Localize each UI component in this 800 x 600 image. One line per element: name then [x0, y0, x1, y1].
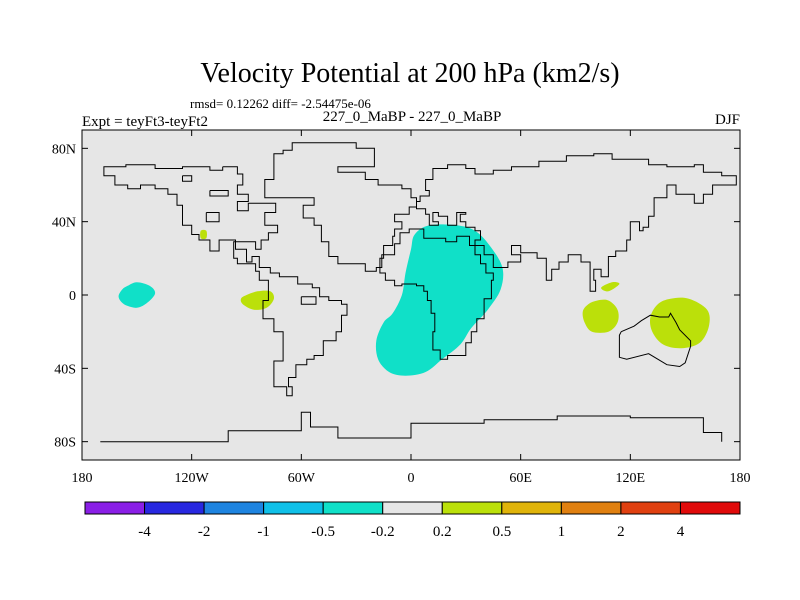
y-tick-label: 40N — [52, 216, 76, 231]
y-tick-label: 40S — [54, 362, 76, 377]
x-tick-label: 60E — [509, 471, 532, 486]
x-tick-label: 120E — [616, 471, 646, 486]
colorbar-label: -1 — [257, 524, 270, 540]
y-axis: 80N 40N 0 40S 80S — [52, 142, 740, 451]
colorbar-label: -0.2 — [371, 524, 395, 540]
colorbar-swatch — [263, 501, 324, 515]
right-subtitle: DJF — [715, 112, 740, 128]
colorbar-swatch — [203, 501, 265, 515]
x-tick-label: 0 — [408, 471, 415, 486]
region-east-pacific-positive-north — [200, 229, 207, 240]
colorbar-swatch — [620, 501, 681, 515]
coastline-5 — [100, 411, 723, 443]
coastline-0 — [264, 142, 737, 360]
colorbar-label: -4 — [138, 524, 151, 540]
region-indonesia-positive-north — [601, 282, 620, 292]
coastline-7 — [300, 296, 317, 305]
coastline-6 — [618, 312, 692, 368]
coastline-3 — [205, 212, 220, 223]
chart-title: Velocity Potential at 200 hPa (km2/s) — [200, 58, 619, 89]
x-tick-label: 180 — [730, 471, 751, 486]
colorbar-label: 2 — [617, 524, 625, 540]
colorbar-swatch — [560, 501, 622, 515]
colorbar-swatch — [382, 501, 443, 515]
colorbar: -4 -2 -1 -0.5 -0.2 0.2 0.5 1 2 4 — [84, 501, 741, 540]
region-east-pacific-positive — [240, 290, 275, 310]
colorbar-label: 0.2 — [433, 524, 452, 540]
x-tick-label: 60W — [288, 471, 316, 486]
coastline-1 — [103, 164, 348, 397]
center-subtitle: 227_0_MaBP - 227_0_MaBP — [323, 109, 502, 125]
colorbar-label: 0.5 — [492, 524, 511, 540]
y-tick-label: 0 — [69, 289, 76, 304]
region-africa-indian-ocean-negative — [375, 224, 504, 376]
region-west-pacific-positive — [649, 297, 710, 349]
x-tick-label: 120W — [175, 471, 210, 486]
coastlines — [100, 142, 737, 443]
colorbar-swatch — [501, 501, 562, 515]
colorbar-swatch — [84, 501, 146, 515]
left-subtitle: Expt = teyFt3-teyFt2 — [82, 114, 208, 130]
colorbar-label: 4 — [677, 524, 685, 540]
colorbar-label: 1 — [558, 524, 566, 540]
x-axis: 180 120W 60W 0 60E 120E 180 — [72, 130, 751, 486]
colorbar-label: -0.5 — [311, 524, 335, 540]
region-central-pacific-negative — [118, 282, 156, 308]
y-tick-label: 80S — [54, 436, 76, 451]
coastline-2 — [182, 175, 193, 182]
colorbar-swatch — [679, 501, 741, 515]
stats-line: rmsd= 0.12262 diff= -2.54475e-06 — [190, 96, 371, 111]
colorbar-swatch — [441, 501, 503, 515]
colorbar-label: -2 — [198, 524, 211, 540]
colorbar-swatch — [322, 501, 384, 515]
x-tick-label: 180 — [72, 471, 93, 486]
coastline-4 — [209, 190, 229, 197]
region-indonesia-positive — [582, 299, 619, 333]
contour-regions — [118, 224, 710, 376]
y-tick-label: 80N — [52, 142, 76, 157]
colorbar-swatch — [144, 501, 205, 515]
